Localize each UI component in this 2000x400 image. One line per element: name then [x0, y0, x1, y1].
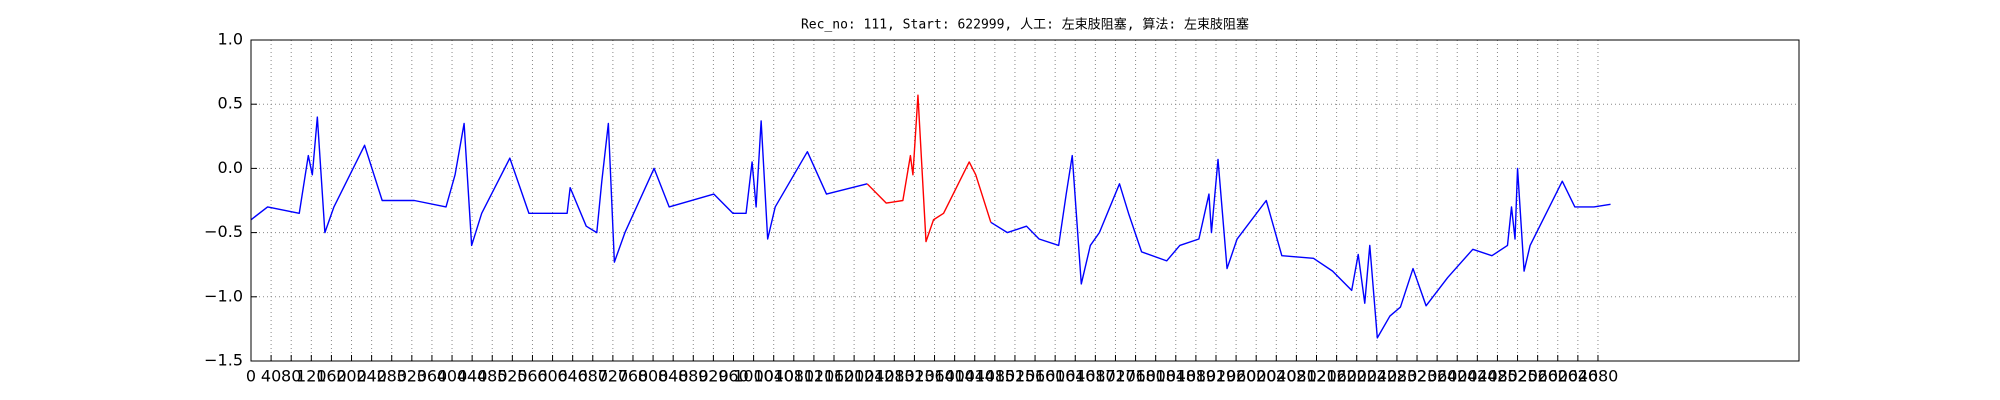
x-tick-label: 480 — [477, 367, 508, 386]
x-tick-label: 120 — [296, 367, 327, 386]
x-tick-label: 1560 — [1015, 367, 1056, 386]
x-tick-label: 2080 — [1276, 367, 1317, 386]
x-tick-label: 1960 — [1216, 367, 1257, 386]
x-tick-label: 2040 — [1256, 367, 1297, 386]
x-tick-label: 2680 — [1578, 367, 1619, 386]
x-tick-label: 2480 — [1477, 367, 1518, 386]
x-tick-label: 960 — [718, 367, 749, 386]
x-tick-label: 240 — [356, 367, 387, 386]
x-tick-label: 1600 — [1035, 367, 1076, 386]
plot-area — [250, 94, 1611, 339]
x-tick-label: 1520 — [995, 367, 1036, 386]
x-tick-label: 2360 — [1417, 367, 1458, 386]
x-tick-label: 1280 — [874, 367, 915, 386]
y-tick-label: 1.0 — [218, 30, 243, 49]
x-tick-label: 2600 — [1537, 367, 1578, 386]
x-tick-label: 1320 — [894, 367, 935, 386]
x-tick-label: 840 — [658, 367, 689, 386]
x-tick-label: 40 — [261, 367, 281, 386]
x-tick-label: 2320 — [1397, 367, 1438, 386]
x-tick-label: 720 — [598, 367, 629, 386]
x-tick-label: 1640 — [1055, 367, 1096, 386]
x-tick-label: 2120 — [1296, 367, 1337, 386]
x-tick-label: 1160 — [814, 367, 855, 386]
y-tick-label: −0.5 — [204, 222, 243, 241]
x-tick-label: 920 — [698, 367, 729, 386]
x-tick-label: 1760 — [1115, 367, 1156, 386]
x-tick-label: 1720 — [1095, 367, 1136, 386]
y-tick-label: −1.5 — [204, 351, 243, 370]
x-tick-label: 200 — [336, 367, 367, 386]
x-tick-label: 560 — [517, 367, 548, 386]
x-tick-label: 800 — [638, 367, 669, 386]
x-tick-label: 280 — [376, 367, 407, 386]
x-tick-label: 2640 — [1557, 367, 1598, 386]
x-tick-label: 2280 — [1377, 367, 1418, 386]
chart-title: Rec_no: 111, Start: 622999, 人工: 左束肢阻塞, 算… — [801, 17, 1249, 33]
x-tick-label: 760 — [618, 367, 649, 386]
x-tick-label: 1120 — [794, 367, 835, 386]
x-tick-label: 2560 — [1517, 367, 1558, 386]
x-tick-label: 400 — [437, 367, 468, 386]
x-tick-label: 680 — [577, 367, 608, 386]
x-tick-label: 1800 — [1135, 367, 1176, 386]
x-tick-label: 0 — [246, 367, 256, 386]
x-tick-label: 640 — [557, 367, 588, 386]
x-tick-label: 880 — [678, 367, 709, 386]
axes-frame — [250, 39, 1800, 362]
x-tick-label: 1240 — [854, 367, 895, 386]
x-tick-label: 1480 — [974, 367, 1015, 386]
grid — [250, 39, 1799, 362]
x-tick-label: 320 — [397, 367, 428, 386]
series-line — [250, 116, 1611, 339]
series-line — [866, 94, 992, 243]
x-tick-label: 2000 — [1236, 367, 1277, 386]
x-tick-label: 1440 — [954, 367, 995, 386]
tick-labels: −1.5 −1.0 −0.5 0.0 0.5 1.0 0 40 8012016020024028… — [204, 30, 1618, 386]
x-tick-label: 2200 — [1336, 367, 1377, 386]
y-tick-label: 0.0 — [218, 158, 243, 177]
x-tick-label: 1680 — [1075, 367, 1116, 386]
x-tick-label: 80 — [281, 367, 301, 386]
x-tick-label: 2520 — [1497, 367, 1538, 386]
x-tick-label: 2400 — [1437, 367, 1478, 386]
x-tick-label: 1200 — [834, 367, 875, 386]
x-tick-label: 1360 — [914, 367, 955, 386]
x-tick-label: 360 — [417, 367, 448, 386]
x-tick-label: 1400 — [934, 367, 975, 386]
x-tick-label: 1880 — [1176, 367, 1217, 386]
y-tick-label: −1.0 — [204, 286, 243, 305]
x-tick-label: 2240 — [1356, 367, 1397, 386]
x-tick-label: 600 — [537, 367, 568, 386]
x-tick-label: 1040 — [753, 367, 794, 386]
x-tick-label: 2160 — [1316, 367, 1357, 386]
x-tick-label: 160 — [316, 367, 347, 386]
y-tick-label: 0.5 — [218, 94, 243, 113]
x-tick-label: 440 — [457, 367, 488, 386]
x-tick-label: 2440 — [1457, 367, 1498, 386]
x-tick-label: 1920 — [1196, 367, 1237, 386]
x-tick-label: 1000 — [733, 367, 774, 386]
x-tick-label: 520 — [497, 367, 528, 386]
x-tick-label: 1840 — [1155, 367, 1196, 386]
x-tick-label: 1080 — [773, 367, 814, 386]
